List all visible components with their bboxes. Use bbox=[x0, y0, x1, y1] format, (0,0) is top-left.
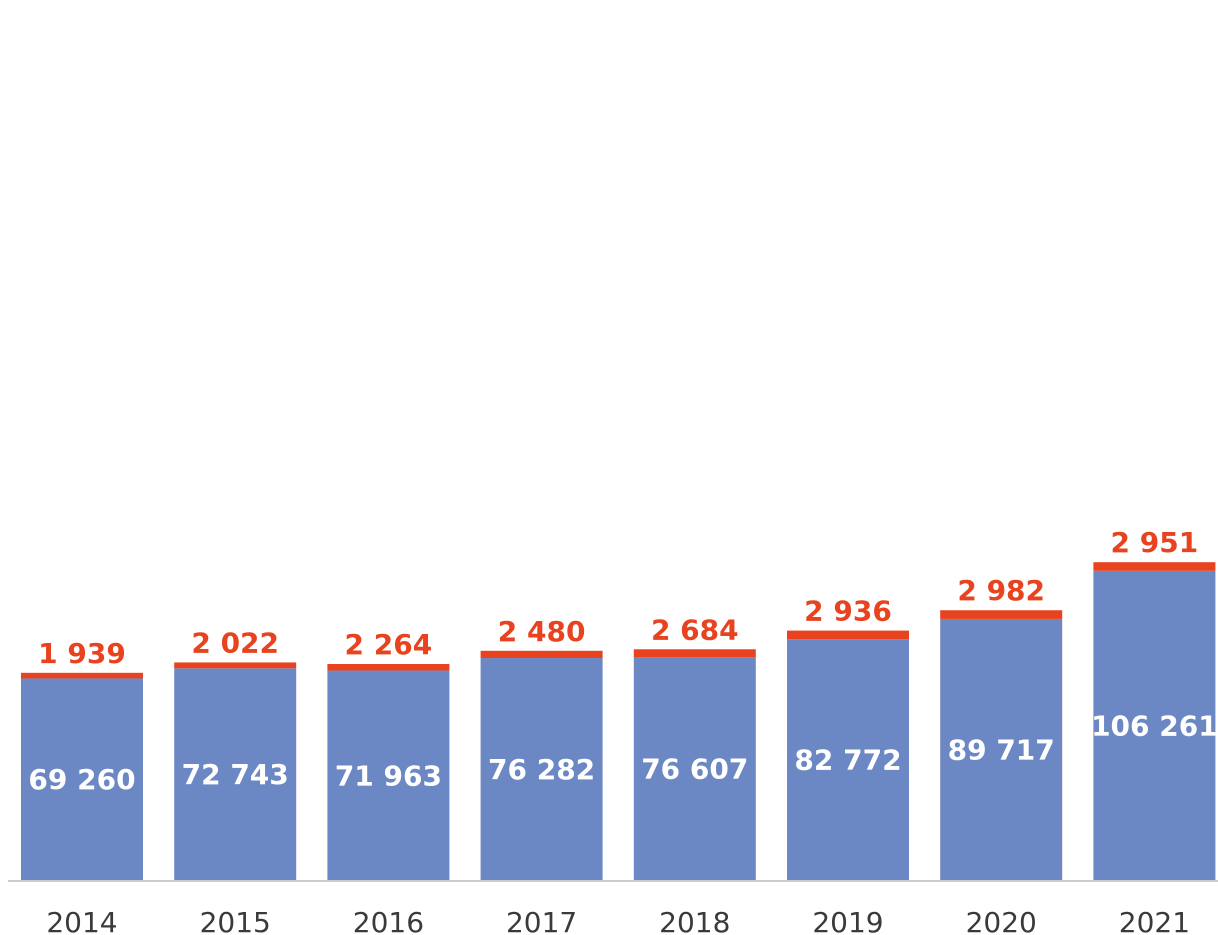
x-tick-label-2018: 2018 bbox=[659, 906, 730, 935]
bar-base-2020 bbox=[940, 618, 1063, 880]
x-tick-label-2017: 2017 bbox=[506, 906, 577, 935]
bar-top-2019 bbox=[787, 630, 909, 640]
bar-base-2016 bbox=[327, 670, 450, 880]
bar-top-label-2020: 2 982 bbox=[957, 574, 1045, 607]
bar-base-label-2016: 71 963 bbox=[335, 759, 442, 792]
bar-top-2020 bbox=[940, 610, 1063, 619]
bar-base-label-2021: 106 261 bbox=[1091, 709, 1218, 742]
x-tick-label-2015: 2015 bbox=[200, 906, 271, 935]
x-tick-label-2019: 2019 bbox=[812, 906, 883, 935]
x-tick-labels: 2014 2015 2016 2017 2018 2019 2020 2021 bbox=[46, 906, 1190, 935]
x-tick-label-2020: 2020 bbox=[966, 906, 1037, 935]
bar-top-2016 bbox=[327, 663, 450, 671]
bar-top-2017 bbox=[480, 650, 603, 659]
bar-base-2019 bbox=[787, 639, 909, 880]
bar-top-label-2019: 2 936 bbox=[804, 595, 892, 628]
x-tick-label-2016: 2016 bbox=[353, 906, 424, 935]
bar-base-2018 bbox=[633, 657, 756, 880]
bar-top-2021 bbox=[1093, 562, 1216, 571]
bar-base-label-2015: 72 743 bbox=[182, 758, 289, 791]
bar-base-label-2019: 82 772 bbox=[794, 744, 901, 777]
bar-base-label-2017: 76 282 bbox=[488, 753, 595, 786]
bar-base-2021 bbox=[1093, 570, 1216, 880]
bar-base-2015 bbox=[174, 668, 297, 880]
bar-base-label-2014: 69 260 bbox=[28, 763, 135, 796]
bar-top-label-2018: 2 684 bbox=[651, 613, 739, 646]
bar-base-2014 bbox=[21, 678, 143, 880]
bars-group: 69 260 1 939 72 743 2 022 71 963 2 264 76 282 2… bbox=[21, 526, 1218, 880]
x-tick-label-2021: 2021 bbox=[1119, 906, 1190, 935]
bar-top-2015 bbox=[174, 662, 297, 669]
x-tick-label-2014: 2014 bbox=[46, 906, 117, 935]
bar-top-2018 bbox=[633, 649, 756, 658]
bar-base-label-2020: 89 717 bbox=[948, 733, 1055, 766]
bar-base-2017 bbox=[480, 658, 603, 880]
bar-top-label-2017: 2 480 bbox=[498, 615, 586, 648]
bar-top-label-2016: 2 264 bbox=[345, 628, 433, 661]
bar-top-label-2015: 2 022 bbox=[191, 626, 279, 659]
bar-base-label-2018: 76 607 bbox=[641, 753, 748, 786]
bar-top-2014 bbox=[21, 672, 143, 679]
bar-top-label-2021: 2 951 bbox=[1111, 526, 1199, 559]
bar-top-label-2014: 1 939 bbox=[38, 637, 126, 670]
